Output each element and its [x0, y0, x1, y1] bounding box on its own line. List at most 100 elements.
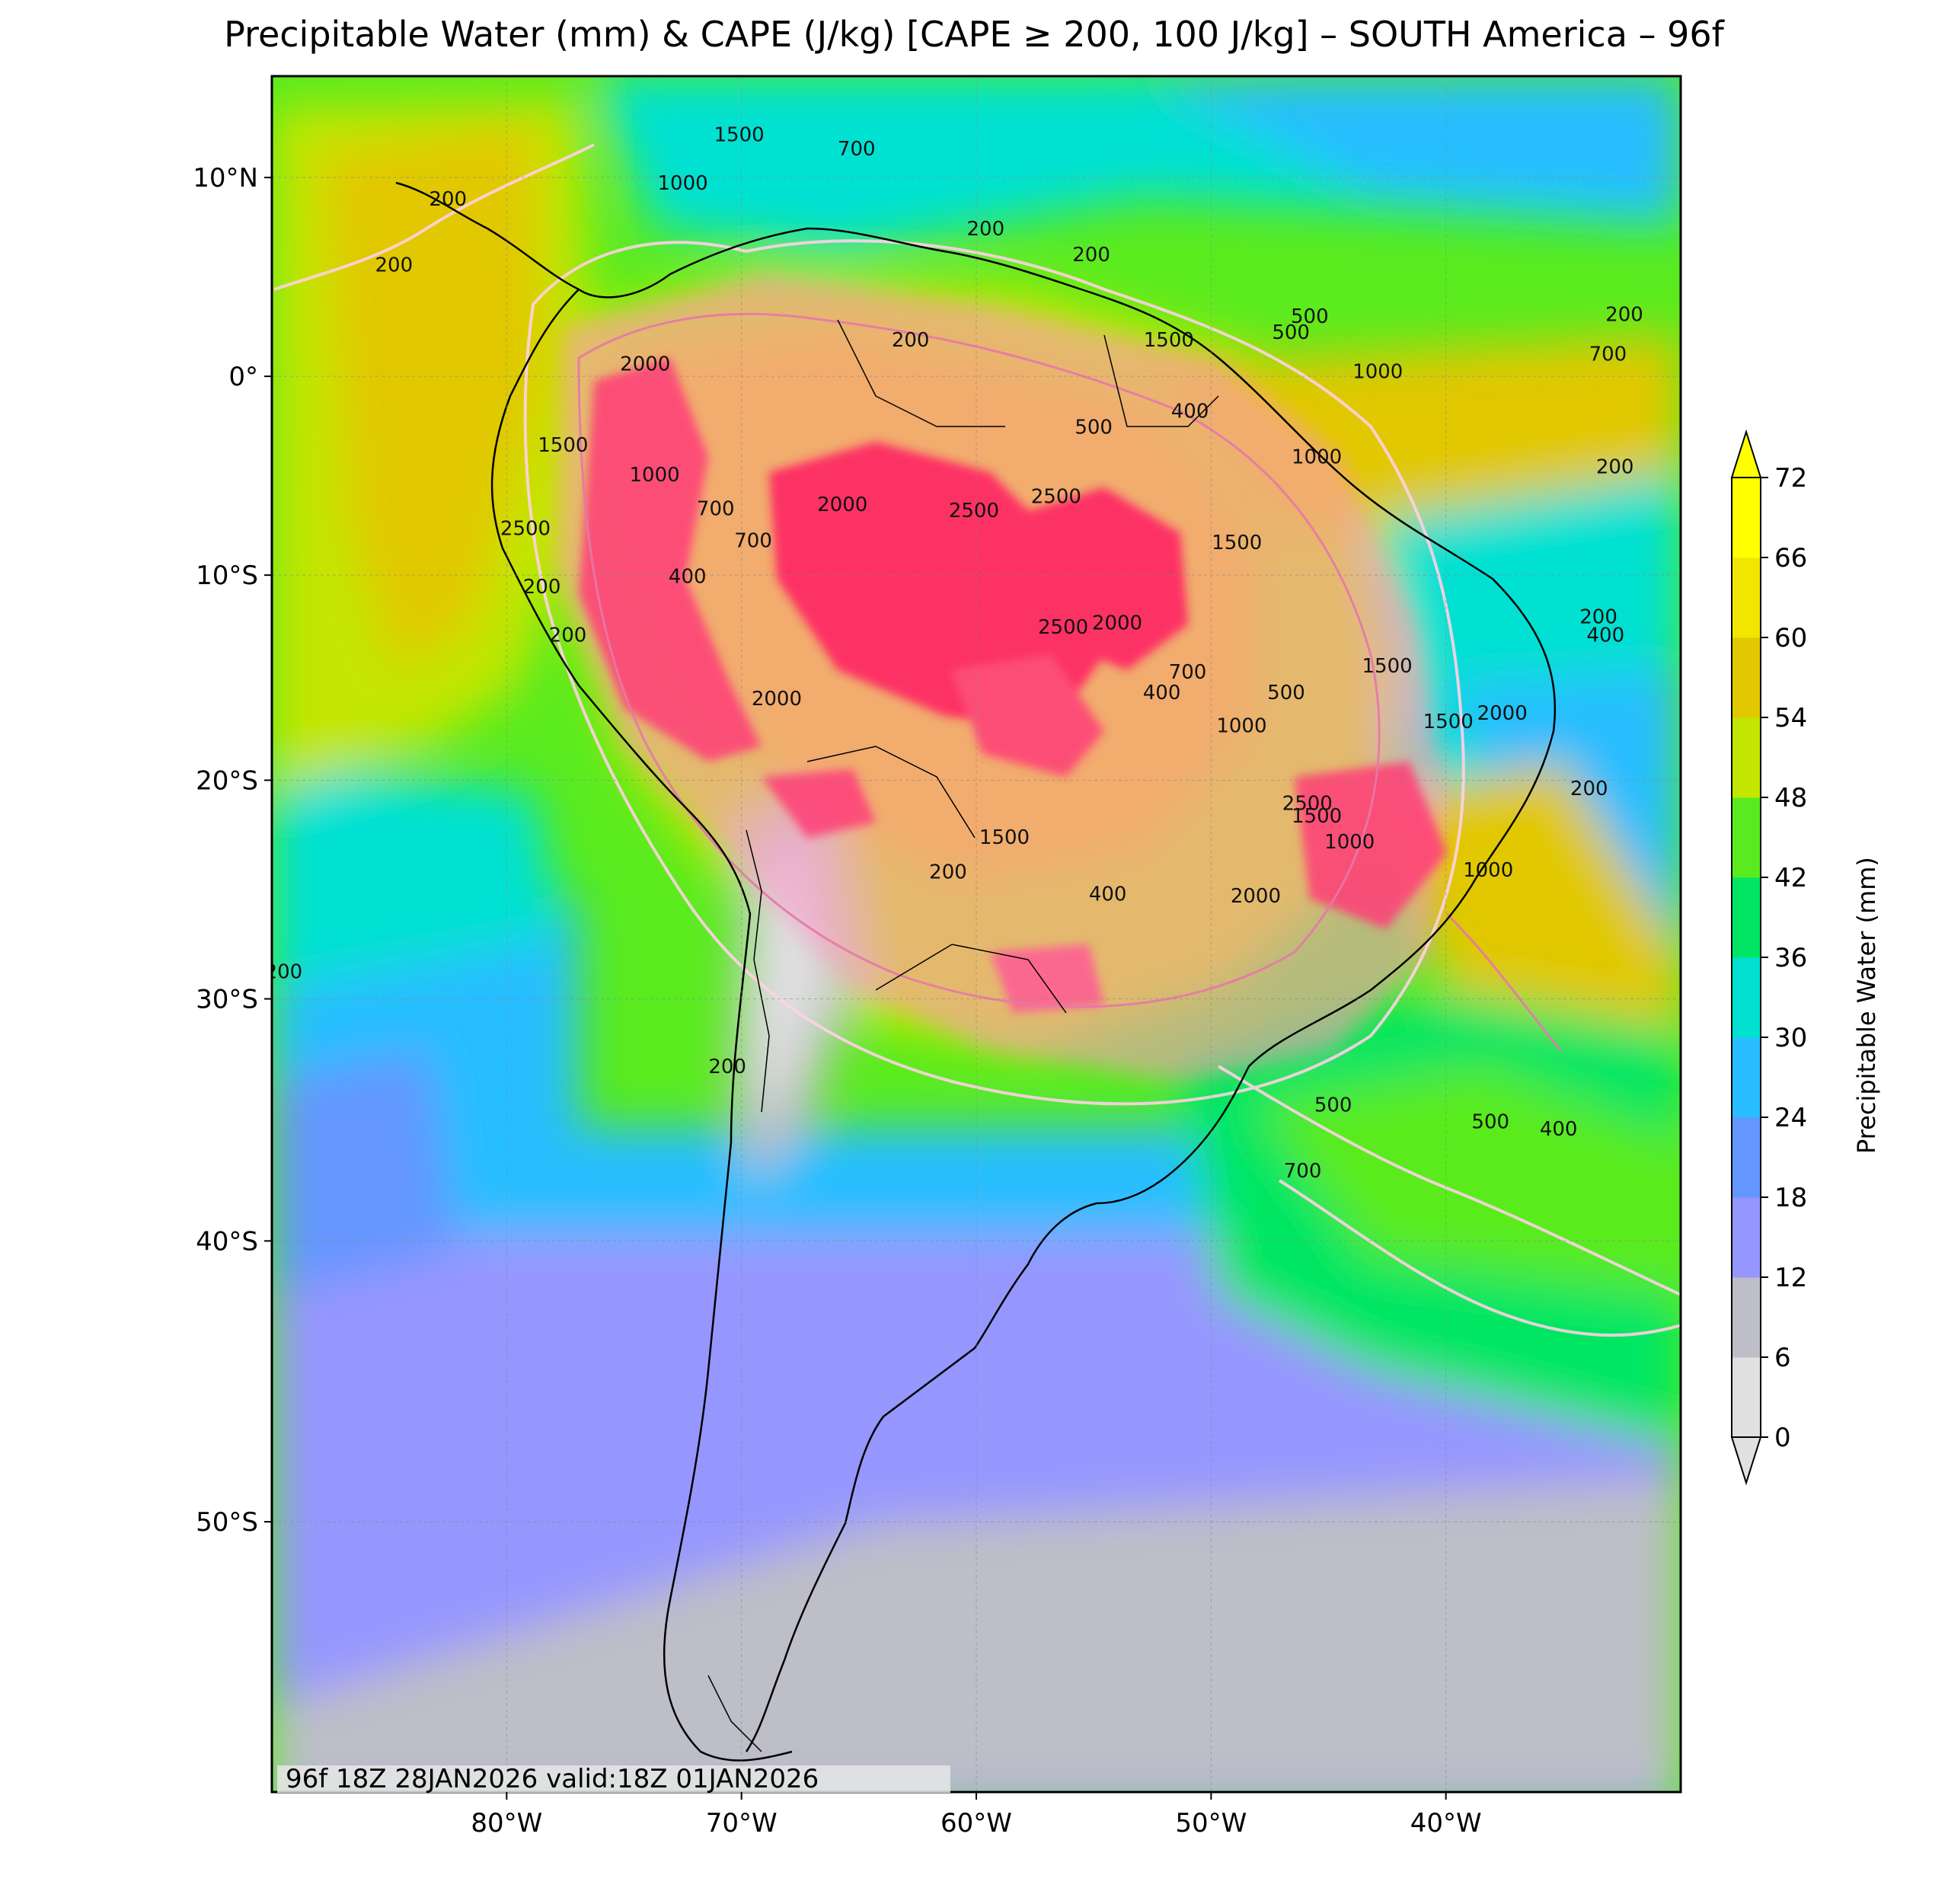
cape-label-1000: 1000: [1463, 859, 1513, 882]
cape-contour-labels: 200 200 200 200 200 200 200 200 200 200 200 200 200 2…: [265, 123, 1643, 1183]
cape-label-200: 200: [1605, 303, 1643, 326]
cape-label-2000: 2000: [1231, 885, 1281, 908]
colorbar-tick-label: 42: [1774, 863, 1807, 893]
cape-label-200: 200: [1596, 456, 1634, 479]
colorbar-segment: [1732, 478, 1761, 558]
cape-label-1500: 1500: [1362, 655, 1412, 678]
cape-label-400: 400: [1540, 1118, 1578, 1141]
cape-label-1500: 1500: [1292, 805, 1342, 828]
colorbar-tick-label: 66: [1774, 543, 1807, 573]
cape-label-2500: 2500: [500, 518, 551, 541]
cape-label-700: 700: [838, 138, 876, 161]
lon-tick-label: 80°W: [471, 1808, 542, 1839]
cape-label-400: 400: [669, 566, 707, 589]
cape-label-1000: 1000: [1216, 714, 1266, 737]
colorbar-segment: [1732, 557, 1761, 638]
cape-label-1000: 1000: [629, 464, 679, 487]
cape-label-1500: 1500: [979, 826, 1030, 849]
lat-tick-label: 0°: [228, 362, 258, 392]
cape-label-200: 200: [708, 1056, 746, 1078]
lon-tick-label: 50°W: [1175, 1808, 1247, 1839]
colorbar-segment: [1732, 717, 1761, 798]
lon-tick-label: 70°W: [706, 1808, 778, 1839]
colorbar-segment: [1732, 637, 1761, 718]
cape-label-200: 200: [549, 625, 587, 647]
lat-tick-label: 20°S: [196, 765, 258, 796]
cape-label-400: 400: [1143, 682, 1181, 704]
lat-tick-label: 10°S: [196, 561, 258, 591]
lon-tick-label: 60°W: [940, 1808, 1012, 1839]
colorbar-segment: [1732, 797, 1761, 878]
cape-label-400: 400: [1587, 625, 1625, 647]
lon-tick-label: 40°W: [1410, 1808, 1482, 1839]
colorbar-label: Precipitable Water (mm): [1852, 857, 1881, 1154]
cape-label-200: 200: [265, 961, 303, 984]
valid-time-label: 96f 18Z 28JAN2026 valid:18Z 01JAN2026: [286, 1764, 819, 1794]
lat-tick-label: 40°S: [196, 1226, 258, 1257]
colorbar-segment: [1732, 1117, 1761, 1198]
cape-label-200: 200: [1579, 606, 1617, 629]
cape-label-700: 700: [697, 497, 735, 520]
cape-contours: [273, 143, 1681, 1337]
cape-label-1000: 1000: [1352, 361, 1403, 384]
cape-label-500: 500: [1075, 416, 1113, 439]
cape-label-700: 700: [1169, 661, 1207, 684]
cape-label-2000: 2000: [1477, 702, 1528, 725]
colorbar-tick-label: 72: [1774, 463, 1807, 494]
cape-label-200: 200: [1570, 778, 1608, 800]
colorbar-tick-label: 36: [1774, 943, 1807, 973]
colorbar-tick-label: 24: [1774, 1103, 1807, 1133]
cape-label-700: 700: [734, 529, 772, 552]
cape-label-2500: 2500: [1038, 616, 1088, 639]
colorbar-segment: [1732, 1197, 1761, 1278]
cape-label-500: 500: [1471, 1111, 1509, 1134]
latitude-ticks: 10°N 0° 10°S 20°S 30°S 40°S 50°S: [193, 163, 272, 1538]
cape-label-1500: 1500: [1212, 532, 1262, 554]
colorbar-tick-label: 48: [1774, 783, 1807, 813]
cape-label-1000: 1000: [1324, 831, 1375, 854]
cape-label-500: 500: [1267, 682, 1305, 704]
cape-label-1500: 1500: [1423, 711, 1474, 733]
colorbar-tick-label: 60: [1774, 623, 1807, 653]
cape-label-2000: 2000: [620, 353, 670, 375]
colorbar-tick-label: 6: [1774, 1343, 1791, 1373]
colorbar-tick-label: 30: [1774, 1023, 1807, 1053]
cape-label-1500: 1500: [538, 434, 588, 457]
cape-label-700: 700: [1589, 343, 1627, 366]
cape-label-2500: 2500: [1031, 486, 1081, 509]
cape-label-1500: 1500: [1144, 329, 1194, 352]
cape-label-1000: 1000: [1292, 446, 1342, 469]
lat-tick-label: 10°N: [193, 163, 258, 193]
cape-label-500: 500: [1272, 321, 1310, 344]
cape-label-200: 200: [375, 254, 414, 276]
lat-tick-label: 50°S: [196, 1507, 258, 1538]
colorbar-segment: [1732, 957, 1761, 1038]
cape-label-1500: 1500: [714, 123, 764, 146]
colorbar-tick-label: 54: [1774, 703, 1807, 733]
cape-label-2000: 2000: [1092, 612, 1142, 635]
precipitable-water-field: 200 200 200 200 200 200 200 200 200 200 200 200 200 2…: [265, 76, 1681, 1792]
cape-label-200: 200: [967, 218, 1005, 241]
cape-label-400: 400: [1089, 883, 1127, 906]
cape-label-500: 500: [1314, 1094, 1352, 1117]
cape-label-200: 200: [929, 861, 967, 884]
colorbar-extend-max: [1730, 429, 1762, 478]
cape-label-1000: 1000: [657, 172, 707, 195]
colorbar-tick-label: 12: [1774, 1263, 1807, 1293]
cape-label-200: 200: [429, 188, 467, 211]
colorbar-segment: [1732, 877, 1761, 958]
cape-label-700: 700: [1284, 1160, 1322, 1183]
colorbar-extend-min: [1730, 1436, 1762, 1486]
colorbar-segment: [1732, 1357, 1761, 1438]
colorbar-tick-label: 0: [1774, 1423, 1791, 1453]
colorbar-tick-label: 18: [1774, 1183, 1807, 1213]
cape-label-2500: 2500: [949, 500, 999, 522]
valid-time-box: 96f 18Z 28JAN2026 valid:18Z 01JAN2026: [277, 1764, 950, 1794]
cape-label-500: 500: [1291, 305, 1329, 328]
chart-title: Precipitable Water (mm) & CAPE (J/kg) [C…: [224, 14, 1724, 55]
cape-label-2000: 2000: [817, 494, 867, 516]
cape-label-400: 400: [1171, 401, 1209, 423]
lat-tick-label: 30°S: [196, 985, 258, 1015]
cape-label-2500: 2500: [1282, 792, 1333, 815]
